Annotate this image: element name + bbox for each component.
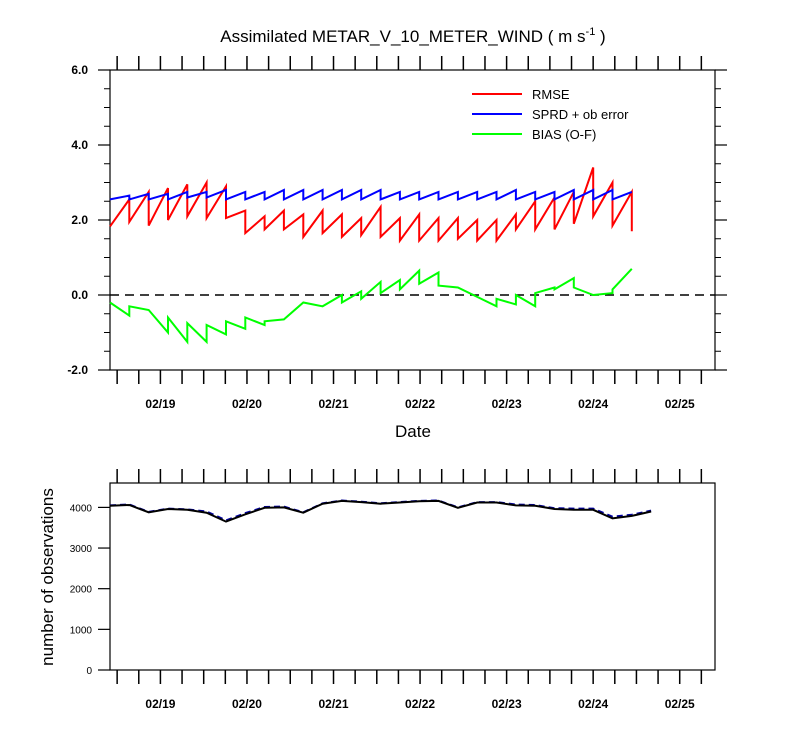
- sprd-ob-error-series-line: [109, 188, 633, 201]
- top-x-tick-label: 02/25: [665, 397, 695, 411]
- top-y-tick-label: 0.0: [71, 288, 88, 302]
- top-x-tick-label: 02/19: [145, 397, 175, 411]
- top-y-tick-label: 4.0: [71, 138, 88, 152]
- x-axis-label: Date: [395, 422, 431, 441]
- top-x-tick-label: 02/22: [405, 397, 435, 411]
- bottom-y-tick-label: 4000: [70, 503, 93, 514]
- bottom-x-tick-label: 02/25: [665, 697, 695, 711]
- plot-frame-bottom: [109, 482, 716, 671]
- top-y-tick-label: 2.0: [71, 213, 88, 227]
- top-x-tick-label: 02/23: [492, 397, 522, 411]
- bottom-x-tick-label: 02/20: [232, 697, 262, 711]
- bottom-x-tick-label: 02/23: [492, 697, 522, 711]
- top-x-tick-label: 02/20: [232, 397, 262, 411]
- y-axis-label-observations: number of observations: [38, 488, 57, 666]
- bottom-x-tick-label: 02/21: [318, 697, 348, 711]
- bias-series-line: [109, 268, 633, 345]
- bottom-y-tick-label: 3000: [70, 544, 93, 555]
- bottom-y-tick-label: 1000: [70, 625, 93, 636]
- top-y-tick-label: -2.0: [67, 363, 88, 377]
- top-x-tick-label: 02/24: [578, 397, 608, 411]
- bottom-x-tick-label: 02/19: [145, 697, 175, 711]
- obs-solid-series-line: [109, 499, 652, 523]
- rmse-series-line: [109, 167, 633, 244]
- bottom-y-tick-label: 0: [86, 666, 92, 677]
- chart-title: Assimilated METAR_V_10_METER_WIND ( m s-…: [220, 26, 605, 46]
- bottom-x-tick-label: 02/22: [405, 697, 435, 711]
- bottom-x-tick-label: 02/24: [578, 697, 608, 711]
- legend-label: SPRD + ob error: [532, 107, 629, 122]
- legend-label: BIAS (O-F): [532, 127, 596, 142]
- bottom-y-tick-label: 2000: [70, 585, 93, 596]
- top-x-tick-label: 02/21: [318, 397, 348, 411]
- legend-label: RMSE: [532, 87, 570, 102]
- top-y-tick-label: 6.0: [71, 63, 88, 77]
